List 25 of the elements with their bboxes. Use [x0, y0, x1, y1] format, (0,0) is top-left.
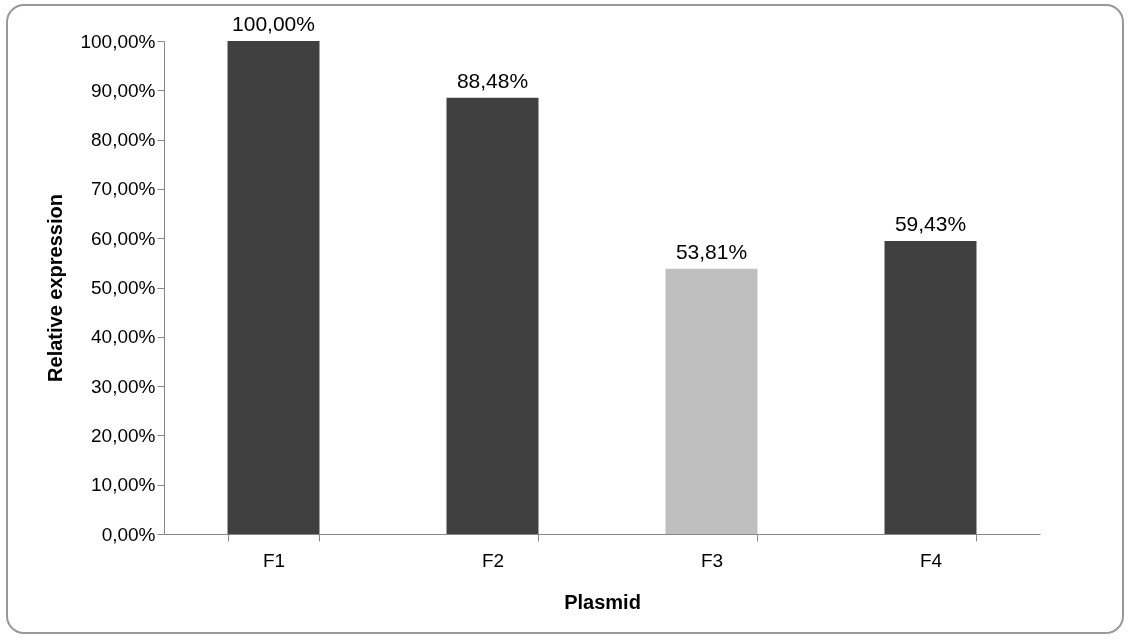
y-axis-title: Relative expression: [44, 194, 67, 382]
y-tick-label: 40,00%: [91, 326, 156, 348]
x-axis-title: Plasmid: [564, 590, 641, 613]
y-tick-label: 100,00%: [80, 30, 156, 52]
y-tick-label: 30,00%: [91, 375, 156, 397]
y-tick-label: 70,00%: [91, 178, 156, 200]
data-label: 53,81%: [675, 239, 748, 263]
bar: [227, 41, 320, 534]
bar: [446, 97, 539, 534]
x-tick-label: F3: [700, 549, 724, 571]
data-label: 59,43%: [894, 212, 967, 236]
y-tick-label: 50,00%: [91, 277, 156, 298]
y-tick-label: 20,00%: [91, 424, 156, 446]
bar: [665, 268, 758, 534]
y-tick-label: 90,00%: [91, 79, 156, 101]
x-tick-label: F4: [919, 549, 943, 571]
y-tick-label: 10,00%: [91, 474, 156, 496]
y-tick-label: 0,00%: [101, 523, 156, 545]
x-tick-label: F1: [262, 549, 286, 571]
y-tick-label: 80,00%: [91, 129, 156, 151]
bar: [884, 241, 977, 534]
x-tick-label: F2: [481, 549, 505, 571]
y-tick-label: 60,00%: [91, 227, 156, 249]
data-label: 100,00%: [232, 12, 315, 35]
data-label: 88,48%: [456, 68, 529, 92]
